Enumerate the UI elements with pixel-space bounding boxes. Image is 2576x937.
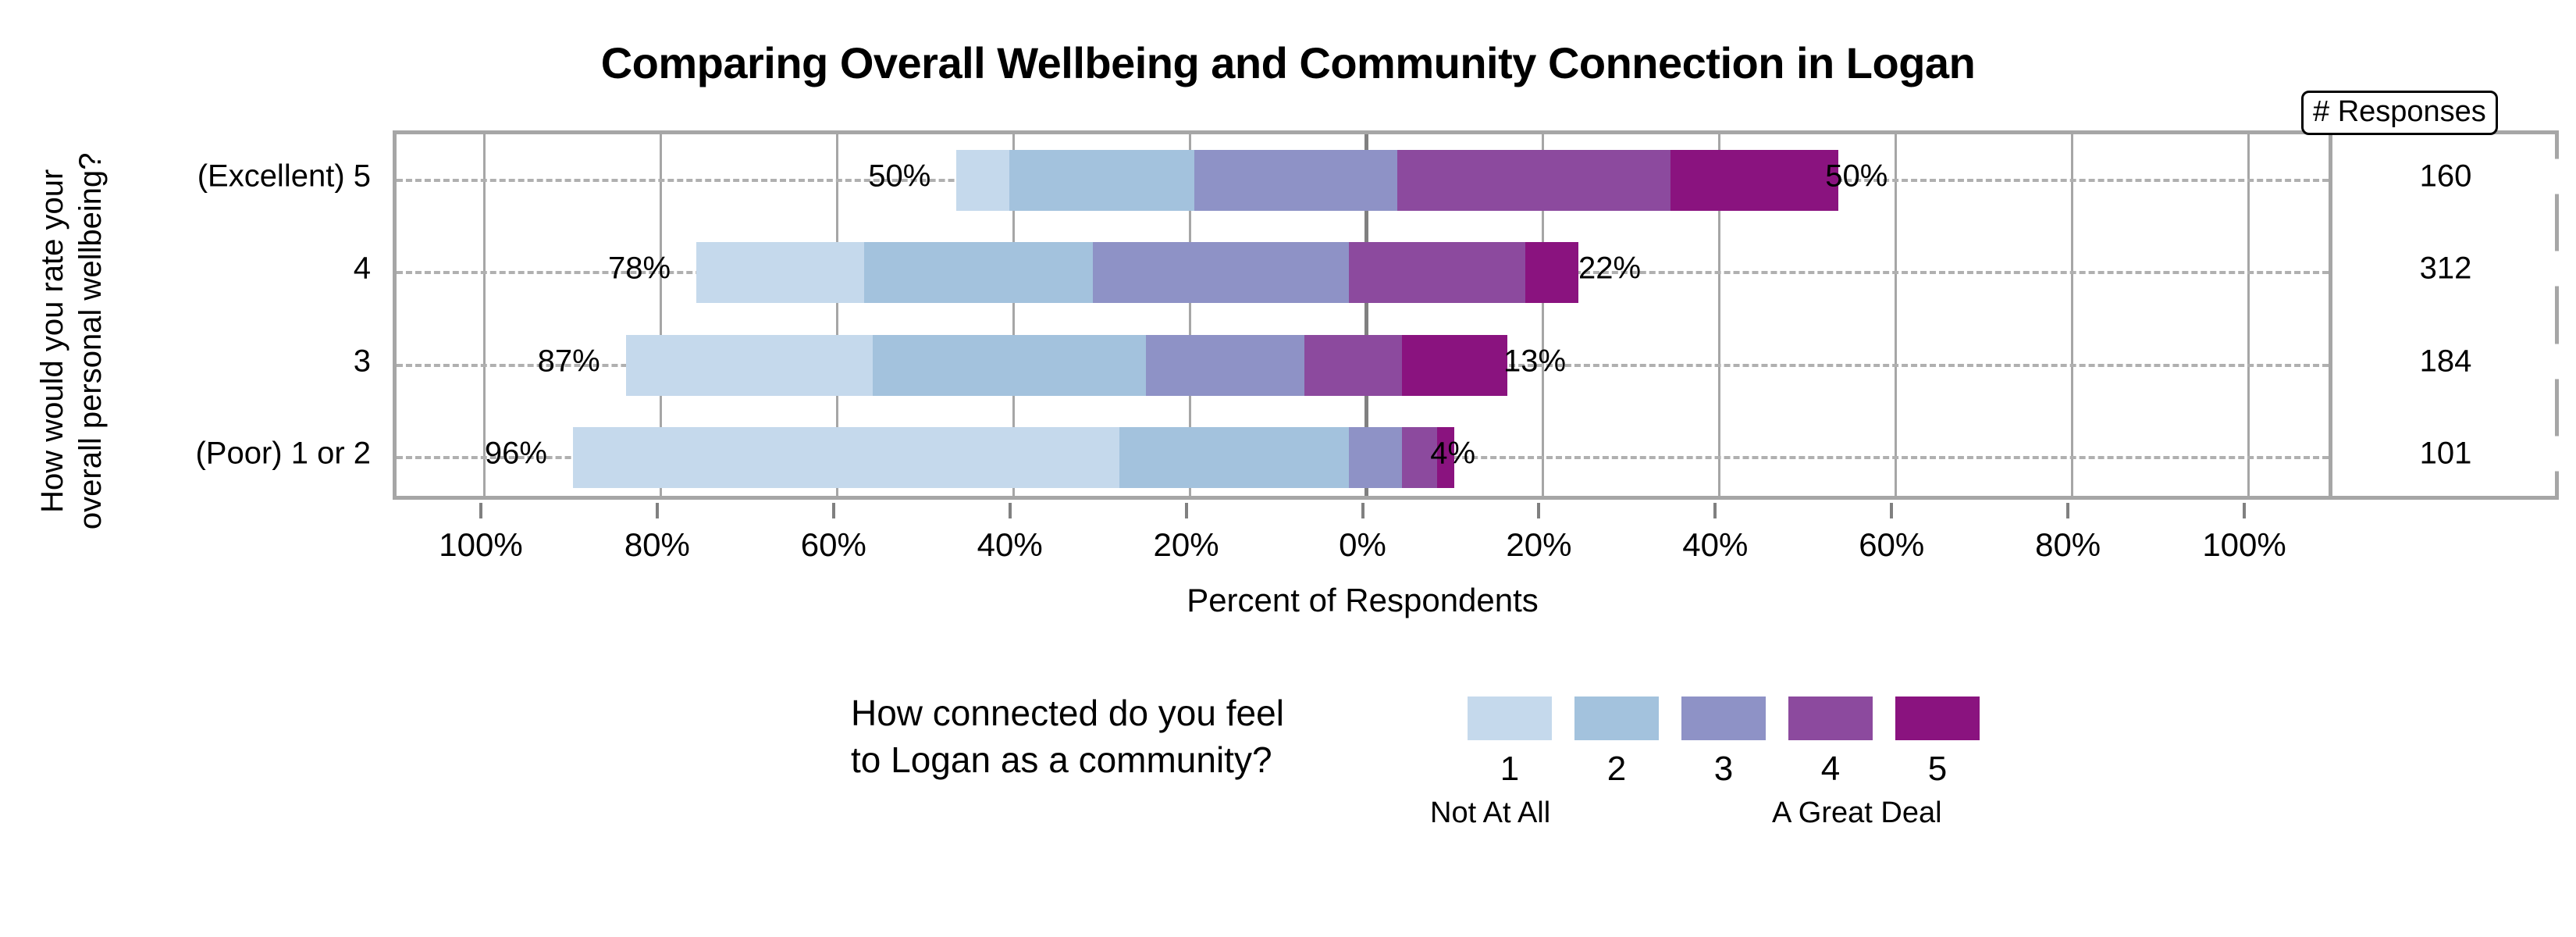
bar-row bbox=[397, 242, 2329, 304]
legend-key-label: 4 bbox=[1820, 750, 1841, 788]
plot-area bbox=[393, 130, 2332, 500]
x-gridline bbox=[2070, 134, 2073, 496]
legend-title: How connected do you feel to Logan as a … bbox=[851, 690, 1468, 784]
bar-segment bbox=[872, 334, 1147, 396]
bar-segment bbox=[1194, 150, 1398, 212]
bar-segment bbox=[1348, 242, 1525, 304]
x-gridline bbox=[1541, 134, 1544, 496]
plot-inner bbox=[397, 134, 2329, 496]
legend-anchor-high: A Great Deal bbox=[1772, 796, 1942, 829]
bar-segment bbox=[1401, 426, 1437, 488]
y-axis-title: How would you rate your overall personal… bbox=[34, 138, 110, 544]
bar-label-right: 4% bbox=[1430, 436, 1476, 471]
bar-row bbox=[397, 334, 2329, 396]
y-tick-label: (Excellent) 5 bbox=[197, 159, 371, 194]
x-tick-mark bbox=[479, 503, 482, 518]
bar-segment bbox=[1436, 426, 1455, 488]
bar-segment bbox=[1119, 426, 1349, 488]
responses-value: 184 bbox=[2332, 344, 2559, 379]
bar-segment bbox=[1009, 150, 1195, 212]
legend-swatch[interactable] bbox=[1681, 697, 1766, 740]
legend-key-label: 2 bbox=[1606, 750, 1627, 788]
x-gridline bbox=[2247, 134, 2250, 496]
x-tick-mark bbox=[655, 503, 659, 518]
x-tick-mark bbox=[1537, 503, 1541, 518]
x-tick-label: 20% bbox=[1506, 526, 1572, 563]
x-gridline bbox=[1717, 134, 1720, 496]
x-tick-label: 80% bbox=[624, 526, 690, 563]
y-tick-label: 3 bbox=[353, 344, 371, 379]
x-tick-mark bbox=[2066, 503, 2070, 518]
responses-value: 312 bbox=[2332, 251, 2559, 287]
chart-title: Comparing Overall Wellbeing and Communit… bbox=[600, 38, 1976, 87]
responses-header: # Responses bbox=[2301, 91, 2498, 135]
legend-swatch[interactable] bbox=[1574, 697, 1659, 740]
bar-segment bbox=[1348, 426, 1402, 488]
y-axis-title-line-2: overall personal wellbeing? bbox=[73, 152, 108, 530]
x-tick-label: 80% bbox=[2035, 526, 2101, 563]
legend-title-line-1: How connected do you feel bbox=[851, 693, 1284, 733]
bar-segment bbox=[1304, 334, 1402, 396]
x-gridline bbox=[660, 134, 663, 496]
x-tick-label: 0% bbox=[1339, 526, 1386, 563]
x-axis-title: Percent of Respondents bbox=[1187, 582, 1539, 618]
bar-row bbox=[397, 426, 2329, 488]
bar-label-left: 96% bbox=[484, 436, 547, 471]
y-axis-title-line-1: How would you rate your bbox=[35, 169, 70, 513]
y-tick-label: (Poor) 1 or 2 bbox=[195, 436, 371, 471]
x-tick-mark bbox=[1890, 503, 1894, 518]
x-tick-label: 100% bbox=[2202, 526, 2286, 563]
x-tick-label: 20% bbox=[1153, 526, 1219, 563]
bar-segment bbox=[572, 426, 1120, 488]
responses-value: 160 bbox=[2332, 159, 2559, 194]
x-gridline bbox=[1012, 134, 1016, 496]
responses-value: 101 bbox=[2332, 436, 2559, 472]
x-tick-mark bbox=[1008, 503, 1012, 518]
legend: How connected do you feel to Logan as a … bbox=[851, 687, 2178, 914]
bar-label-right: 50% bbox=[1825, 159, 1888, 194]
x-gridline bbox=[1894, 134, 1897, 496]
x-tick-label: 100% bbox=[439, 526, 523, 563]
bar-label-right: 13% bbox=[1503, 344, 1567, 379]
bar-segment bbox=[625, 334, 873, 396]
bar-segment bbox=[1401, 334, 1508, 396]
bar-segment bbox=[863, 242, 1094, 304]
bar-row bbox=[397, 150, 2329, 212]
x-gridline bbox=[483, 134, 486, 496]
x-tick-mark bbox=[2243, 503, 2247, 518]
bar-segment bbox=[956, 150, 1010, 212]
y-tick-label: 4 bbox=[353, 251, 371, 286]
x-tick-label: 40% bbox=[1682, 526, 1749, 563]
bar-segment bbox=[1397, 150, 1671, 212]
bar-segment bbox=[1146, 334, 1305, 396]
x-tick-mark bbox=[1713, 503, 1717, 518]
legend-anchor-low: Not At All bbox=[1430, 796, 1551, 829]
zero-gridline bbox=[1364, 134, 1368, 496]
legend-swatch[interactable] bbox=[1895, 697, 1980, 740]
legend-swatch[interactable] bbox=[1788, 697, 1873, 740]
x-gridline bbox=[836, 134, 839, 496]
x-gridline bbox=[1189, 134, 1192, 496]
legend-key-label: 3 bbox=[1713, 750, 1734, 788]
bar-label-left: 87% bbox=[537, 344, 600, 379]
x-tick-label: 60% bbox=[1859, 526, 1925, 563]
bar-segment bbox=[1093, 242, 1349, 304]
x-tick-label: 40% bbox=[977, 526, 1043, 563]
x-tick-mark bbox=[1184, 503, 1188, 518]
bar-label-left: 78% bbox=[607, 251, 671, 286]
bar-segment bbox=[1525, 242, 1578, 304]
x-tick-mark bbox=[1361, 503, 1364, 518]
x-tick-mark bbox=[831, 503, 835, 518]
legend-key-label: 5 bbox=[1927, 750, 1948, 788]
legend-key-label: 1 bbox=[1500, 750, 1520, 788]
bar-label-left: 50% bbox=[868, 159, 931, 194]
bar-segment bbox=[696, 242, 864, 304]
x-tick-label: 60% bbox=[800, 526, 866, 563]
legend-title-line-2: to Logan as a community? bbox=[851, 739, 1272, 780]
bar-label-right: 22% bbox=[1578, 251, 1642, 286]
legend-swatch[interactable] bbox=[1468, 697, 1552, 740]
bar-segment bbox=[1670, 150, 1838, 212]
